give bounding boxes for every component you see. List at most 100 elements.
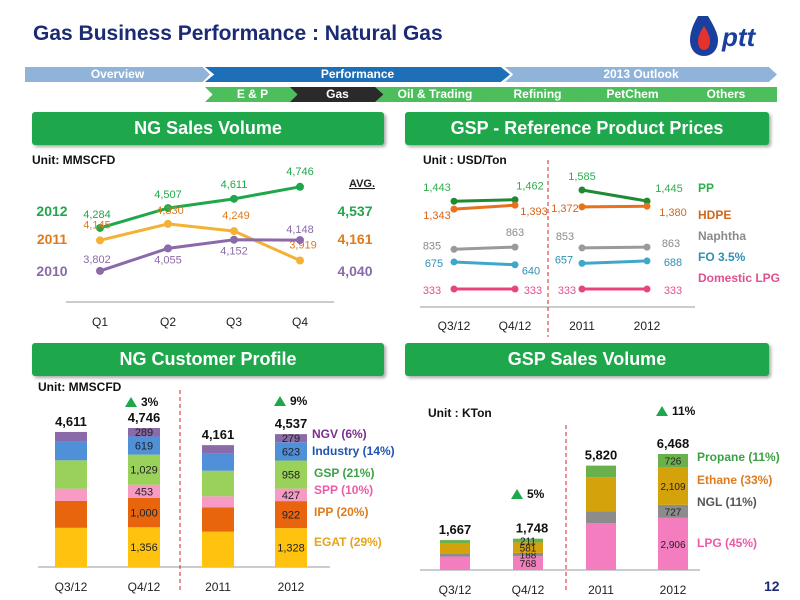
gsp-prices-x-tick: 2012: [634, 319, 661, 333]
svg-text:ptt: ptt: [721, 22, 757, 52]
gsp-sales-total-label: 1,748: [516, 521, 549, 536]
gsp-sales-bar-segment: [586, 511, 616, 524]
ng-sales-avg-value: 4,537: [337, 203, 372, 219]
ng-customer-total-label: 4,537: [275, 416, 308, 431]
gsp-sales-bar-segment: [440, 553, 470, 557]
ng-sales-data-label: 4,055: [154, 254, 182, 266]
gsp-prices-point: [643, 285, 651, 293]
ng-sales-point: [96, 266, 104, 275]
ng-customer-bar-segment: [202, 453, 234, 471]
gsp-prices-data-label: 1,585: [568, 171, 596, 183]
ng-customer-segment-label: 289: [135, 427, 153, 439]
ng-sales-avg-value: 4,040: [337, 263, 372, 279]
gsp-sales-legend-item: Propane (11%): [697, 450, 780, 464]
ptt-logo: ptt: [690, 16, 757, 56]
ng-sales-data-label: 3,802: [83, 254, 111, 266]
gsp-prices-data-label: 1,445: [655, 183, 683, 195]
gsp-prices-legend-item: Naphtha: [698, 229, 746, 243]
nav-subtab-ep[interactable]: E & P: [205, 87, 300, 102]
ng-sales-point: [164, 204, 172, 213]
ng-sales-series-line: [99, 185, 301, 230]
ng-customer-segment-label: 427: [282, 490, 300, 502]
ng-sales-point: [164, 219, 172, 228]
gsp-prices-legend-item: Domestic LPG: [698, 271, 780, 285]
gsp-sales-legend-item: Ethane (33%): [697, 473, 772, 487]
gsp-sales-x-tick: Q3/12: [439, 583, 472, 597]
ng-sales-point: [164, 244, 172, 253]
gsp-prices-legend-item: HDPE: [698, 208, 731, 222]
gsp-prices-point: [511, 201, 519, 209]
gsp-sales-growth-arrow-icon: [656, 406, 668, 416]
ng-customer-bar-segment: [202, 445, 234, 454]
ng-customer-bar-segment: [55, 527, 87, 567]
nav-subtab-others[interactable]: Others: [675, 87, 777, 102]
ng-customer-segment-label: 1,356: [130, 542, 158, 554]
ng-customer-bar-segment: [128, 428, 160, 437]
ng-customer-segment-label: 619: [135, 441, 153, 453]
nav-tab-2013-outlook[interactable]: 2013 Outlook: [505, 67, 777, 82]
gsp-prices-x-tick: 2011: [569, 319, 595, 333]
gsp-sales-bar-segment: [440, 543, 470, 554]
ng-customer-segment-label: 1,328: [277, 543, 305, 555]
gsp-sales-bar-segment: [658, 517, 688, 570]
gsp-prices-point: [643, 243, 651, 251]
ng-sales-data-label: 4,611: [221, 179, 248, 191]
ng-customer-legend-item: IPP (20%): [314, 505, 368, 519]
gsp-prices-legend-item: PP: [698, 181, 714, 195]
gsp-prices-point: [578, 285, 586, 293]
gsp-sales-segment-label: 768: [520, 559, 537, 570]
ng-customer-unit: Unit: MMSCFD: [38, 380, 122, 394]
ng-sales-series-line: [99, 238, 301, 273]
gsp-prices-series-line: [453, 245, 516, 251]
ng-sales-data-label: 4,152: [220, 246, 248, 258]
gsp-prices-point: [578, 186, 586, 194]
gsp-prices-point: [511, 261, 519, 269]
gsp-sales-bar-segment: [658, 467, 688, 505]
gsp-sales-bar-segment: [513, 552, 543, 557]
ng-sales-year-label: 2010: [36, 263, 67, 279]
gsp-sales-bar-segment: [513, 542, 543, 553]
gsp-prices-series-line: [581, 259, 648, 265]
nav-subtab-refining[interactable]: Refining: [485, 87, 590, 102]
ng-sales-data-label: 4,148: [286, 224, 314, 236]
ng-customer-bar-segment: [55, 488, 87, 501]
gsp-prices-point: [450, 245, 458, 253]
gsp-sales-segment-label: 726: [665, 457, 682, 468]
nav-tab-overview[interactable]: Overview: [25, 67, 210, 82]
gsp-prices-data-label: 657: [555, 254, 573, 266]
ng-customer-legend-item: NGV (6%): [312, 427, 367, 441]
gsp-prices-data-label: 1,462: [516, 181, 544, 193]
gsp-prices-point: [578, 203, 586, 211]
ng-customer-total-label: 4,611: [55, 414, 87, 429]
gsp-sales-x-tick: Q4/12: [512, 583, 545, 597]
nav-subtab-oil-trading[interactable]: Oil & Trading: [375, 87, 495, 102]
ng-customer-bar-segment: [55, 441, 87, 461]
gsp-prices-data-label: 863: [506, 227, 524, 239]
ng-customer-total-label: 4,746: [128, 410, 161, 425]
nav-tab-performance[interactable]: Performance: [205, 67, 510, 82]
ng-sales-point: [296, 182, 304, 191]
gsp-prices-data-label: 688: [664, 257, 682, 269]
gsp-sales-segment-label: 211: [520, 537, 536, 548]
gsp-prices-data-label: 640: [522, 266, 540, 278]
gsp-prices-series-line: [581, 245, 648, 250]
nav-subtab-gas[interactable]: Gas: [290, 87, 385, 102]
ng-customer-x-tick: Q4/12: [128, 580, 161, 594]
gsp-prices-point: [511, 196, 519, 204]
page-number: 12: [764, 578, 780, 594]
gsp-prices-point: [511, 285, 519, 293]
gsp-sales-legend-item: LPG (45%): [697, 536, 757, 550]
page-title: Gas Business Performance : Natural Gas: [33, 22, 443, 45]
ng-sales-data-label: 3,919: [289, 239, 317, 251]
ng-sales-x-tick: Q1: [92, 315, 108, 329]
gsp-prices-point: [578, 244, 586, 252]
ng-customer-total-label: 4,161: [202, 427, 235, 442]
gsp-sales-x-tick: 2011: [588, 583, 614, 597]
ng-customer-segment-label: 623: [282, 446, 300, 458]
gsp-sales-bar-segment: [440, 556, 470, 570]
ng-customer-bar-segment: [55, 431, 87, 442]
ng-customer-profile-header: NG Customer Profile: [32, 343, 384, 376]
gsp-prices-data-label: 853: [556, 231, 574, 243]
nav-subtab-petchem[interactable]: PetChem: [580, 87, 685, 102]
ng-sales-data-label: 4,284: [83, 209, 111, 221]
